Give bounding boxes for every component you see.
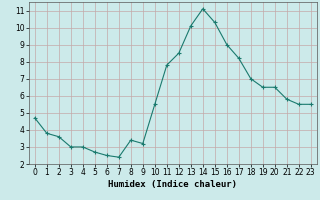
- X-axis label: Humidex (Indice chaleur): Humidex (Indice chaleur): [108, 180, 237, 189]
